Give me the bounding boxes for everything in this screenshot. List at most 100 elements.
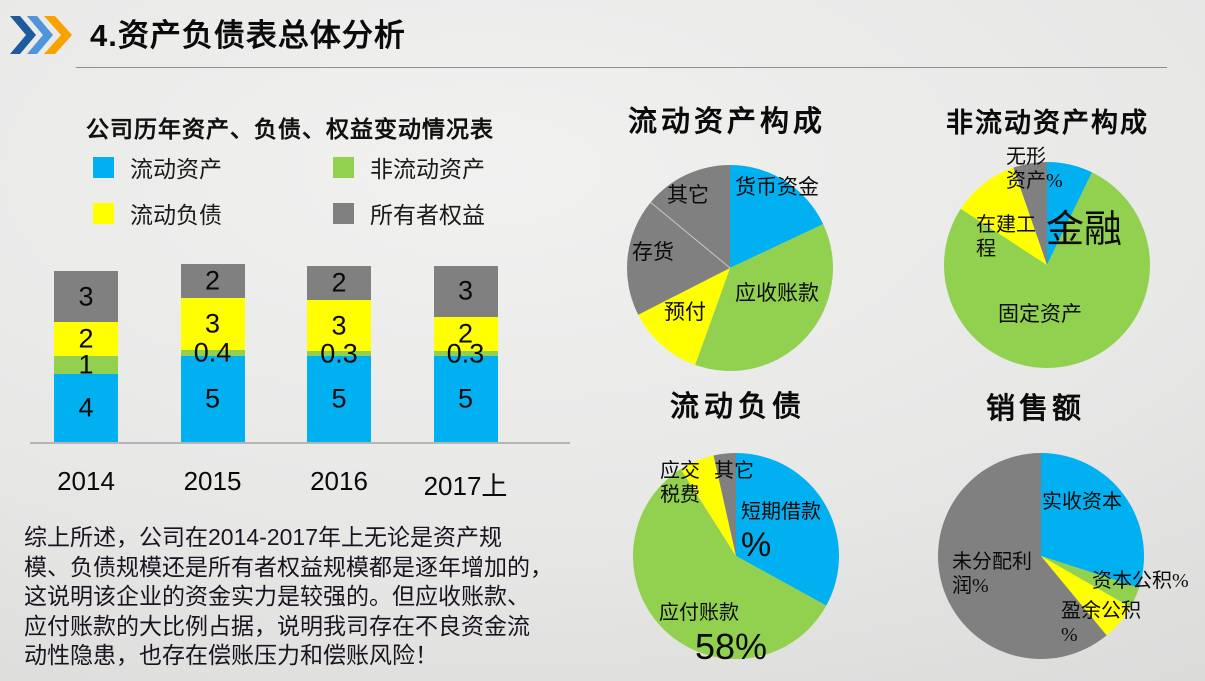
legend-swatch — [333, 202, 354, 224]
pie-slice-label: 短期借款% — [741, 501, 821, 565]
pie-slice — [1047, 162, 1093, 265]
bar-value-label: 4 — [78, 392, 94, 423]
bar-2016: 5 0.3 3 2 — [307, 265, 371, 442]
pie-sales: 实收资本 资本公积% 盈余公积% 未分配利 润% — [936, 451, 1189, 661]
legend-grid: 流动资产 非流动资产 流动负债 所有者权益 — [93, 150, 533, 230]
pie-label-line: 58% — [659, 625, 768, 667]
pie-slice — [1013, 162, 1047, 265]
pie-slice — [627, 202, 730, 315]
bar-segment: 0.4 — [180, 339, 245, 366]
pie-slice-label: 货币资金 — [735, 175, 819, 200]
bar-value-label: 3 — [457, 275, 474, 306]
pie-slice-label: 无形 资产% — [1006, 146, 1063, 193]
bar-value-label: 3 — [78, 281, 94, 312]
pie-slice-label: 资本公积% — [1092, 570, 1189, 594]
pie-current-assets: 货币资金应收账款预付 存货 其它 — [625, 163, 835, 373]
legend-item: 非流动资产 — [333, 150, 573, 184]
pie-slice-label: 应收账款 — [735, 281, 819, 306]
pie-slice-label: 在建工程 — [976, 214, 1036, 261]
pie-slice — [650, 165, 730, 268]
pie-label-line: 金融 — [1046, 209, 1123, 251]
pie-title-current-assets: 流动资产构成 — [628, 106, 827, 138]
bar-2015: 5 0.4 3 2 — [180, 264, 245, 442]
bar-value-label: 3 — [204, 308, 221, 339]
commentary-line: 模、负债规模还是所有者权益规模都是逐年增加的， — [24, 553, 553, 580]
bar-segment: 3 — [54, 270, 118, 323]
pie-slice — [1041, 556, 1131, 636]
legend-label: 非流动资产 — [370, 157, 485, 182]
bar-value-label: 5 — [331, 383, 347, 414]
pie-slice-label: 应交 税费 — [660, 460, 700, 507]
bar-segment: 0.3 — [307, 340, 371, 367]
pie-label-line: 润% — [952, 574, 989, 597]
legend-swatch — [93, 156, 114, 178]
pie-slice-label: 应付账款 58% — [659, 602, 767, 668]
commentary-line: 应付账款的大比例占据，说明我司存在不良资金流 — [24, 612, 530, 639]
pie-label-line: 资产% — [1006, 169, 1063, 192]
pie-title-sales: 销售额 — [986, 393, 1086, 425]
pie-slice-label: 预付 — [664, 300, 706, 325]
chevron-1-icon — [10, 16, 36, 54]
pie-slice-label: 存货 — [632, 240, 674, 265]
legend-item: 流动资产 — [93, 150, 333, 184]
bar-segment: 3 — [180, 298, 245, 350]
pie-label-line: 短期借款 — [741, 501, 821, 523]
pie-slice — [730, 165, 824, 268]
bar-value-label: 1 — [78, 349, 94, 380]
pie-label-line: 货币资金 — [735, 175, 819, 199]
bar-segment: 5 — [180, 356, 245, 442]
pie-slice-label: 其它 — [667, 183, 709, 208]
pie-slice — [638, 268, 730, 365]
pie-slice — [736, 453, 840, 606]
pie-label-line: 在建工 — [976, 214, 1036, 236]
pie-slice-label: 实收资本 — [1042, 491, 1122, 515]
bar-value-label: 5 — [457, 383, 474, 414]
bar-plot: 4 1 2 3 2014 5 0.4 3 2 2015 5 0.3 3 2 2016 5 0.3 2 3 2017上 — [30, 262, 570, 501]
pie-label-line: 程 — [976, 237, 996, 260]
pie-label-line: 资本公积% — [1092, 570, 1189, 592]
bar-segment: 2 — [54, 322, 118, 357]
pie-label-line: 盈余公积 — [1061, 600, 1141, 622]
bar-value-label: 2 — [457, 318, 474, 349]
bar-segment: 5 — [307, 356, 371, 442]
pie-label-line: 实收资本 — [1042, 491, 1122, 513]
pie-label-line: 预付 — [664, 300, 706, 324]
chevrons-icon — [10, 16, 72, 54]
pie-slice — [633, 469, 827, 659]
chevron-2-icon — [27, 16, 53, 54]
commentary-line: 动性隐患，也存在偿账压力和偿账风险！ — [24, 642, 438, 668]
bar-value-label: 3 — [331, 310, 347, 341]
pie-label-line: 应交 — [660, 460, 700, 482]
legend-item: 所有者权益 — [333, 196, 573, 230]
pie-slice — [713, 453, 736, 556]
pie-slice — [1041, 453, 1145, 588]
pie-label-line: 其它 — [667, 183, 709, 207]
bar-chart-heading: 公司历年资产、负债、权益变动情况表 — [86, 117, 494, 142]
page-title: 4.资产负债表总体分析 — [90, 18, 406, 53]
pie-label-line: 未分配利 — [952, 551, 1032, 573]
legend-swatch — [93, 202, 114, 224]
bar-segment: 5 — [433, 356, 498, 442]
pie-label-line: 其它 — [714, 460, 754, 482]
legend-label: 所有者权益 — [370, 203, 485, 228]
pie-slice — [680, 455, 736, 556]
bar-2017上: 5 0.3 2 3 — [433, 265, 498, 442]
pie-slice — [937, 453, 1107, 659]
pie-slice — [943, 172, 1150, 368]
bar-value-label: 2 — [331, 267, 347, 298]
bar-value-label: 0.4 — [193, 337, 232, 368]
pie-label-line: 应付账款 — [659, 602, 739, 624]
title-divider — [76, 67, 1167, 68]
pie-slice-label: 未分配利 润% — [952, 551, 1032, 598]
bar-segment: 0.3 — [433, 340, 498, 367]
legend-label: 流动资产 — [130, 157, 222, 182]
pie-label-line: 税费 — [660, 483, 700, 506]
pie-label-line: 固定资产 — [998, 302, 1082, 326]
bar-segment: 3 — [307, 299, 371, 352]
bar-category-label: 2017上 — [423, 471, 508, 501]
legend-swatch — [333, 156, 354, 178]
bar-value-label: 2 — [78, 323, 94, 354]
pie-slice-divider — [650, 201, 731, 269]
